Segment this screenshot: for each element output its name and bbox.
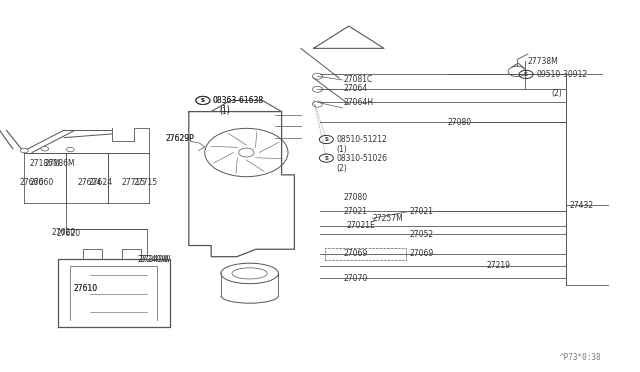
Text: 27610: 27610 — [74, 284, 98, 293]
Text: 08510-51212: 08510-51212 — [337, 135, 387, 144]
Text: 27081C: 27081C — [343, 76, 372, 84]
Circle shape — [67, 147, 74, 152]
Text: (1): (1) — [219, 105, 230, 114]
Text: 27064H: 27064H — [343, 98, 373, 107]
Text: (1): (1) — [337, 145, 348, 154]
Text: ^P73*0:38: ^P73*0:38 — [560, 353, 602, 362]
Text: 27021: 27021 — [410, 207, 434, 216]
Circle shape — [20, 148, 28, 153]
Text: 27715: 27715 — [133, 178, 157, 187]
Text: S: S — [524, 72, 528, 77]
Text: 27080: 27080 — [343, 193, 367, 202]
Text: 27620: 27620 — [56, 229, 81, 238]
Text: 27219: 27219 — [486, 262, 511, 270]
Text: 27064: 27064 — [343, 84, 367, 93]
Text: 27052: 27052 — [410, 230, 434, 239]
Text: 27069: 27069 — [410, 249, 434, 258]
Text: 27620: 27620 — [51, 228, 76, 237]
Text: 27660: 27660 — [29, 178, 54, 187]
Text: 27715: 27715 — [121, 178, 145, 187]
Text: 27738M: 27738M — [528, 57, 559, 66]
Text: (2): (2) — [337, 164, 348, 173]
Text: 27660: 27660 — [20, 178, 44, 187]
Text: 27624: 27624 — [77, 178, 102, 187]
Text: 27070: 27070 — [343, 274, 367, 283]
Text: 27021: 27021 — [343, 207, 367, 216]
Text: 27610: 27610 — [74, 284, 98, 293]
Text: 27240W: 27240W — [138, 255, 169, 264]
Text: 27186M: 27186M — [29, 159, 60, 168]
Text: (1): (1) — [219, 107, 230, 116]
Text: S: S — [201, 98, 205, 103]
Text: S: S — [201, 98, 205, 103]
Text: S: S — [324, 137, 328, 142]
Text: 09510-30912: 09510-30912 — [536, 70, 588, 79]
Text: 08310-51026: 08310-51026 — [337, 154, 388, 163]
Text: 08363-61638: 08363-61638 — [212, 96, 264, 105]
Text: 27432: 27432 — [570, 201, 594, 210]
Circle shape — [41, 147, 49, 151]
Text: 08363-61638: 08363-61638 — [212, 96, 264, 105]
Text: (2): (2) — [552, 89, 563, 97]
Text: S: S — [324, 155, 328, 161]
Text: 27021E: 27021E — [347, 221, 376, 230]
Text: 27069: 27069 — [343, 249, 367, 258]
Text: 27629P: 27629P — [165, 134, 194, 143]
Text: 27629P: 27629P — [165, 134, 194, 143]
Text: 27257M: 27257M — [372, 214, 403, 223]
Circle shape — [239, 148, 254, 157]
Text: 27624: 27624 — [88, 178, 113, 187]
Text: 27186M: 27186M — [45, 159, 76, 168]
Text: 27080: 27080 — [448, 118, 472, 126]
Text: 27240W: 27240W — [140, 255, 171, 264]
